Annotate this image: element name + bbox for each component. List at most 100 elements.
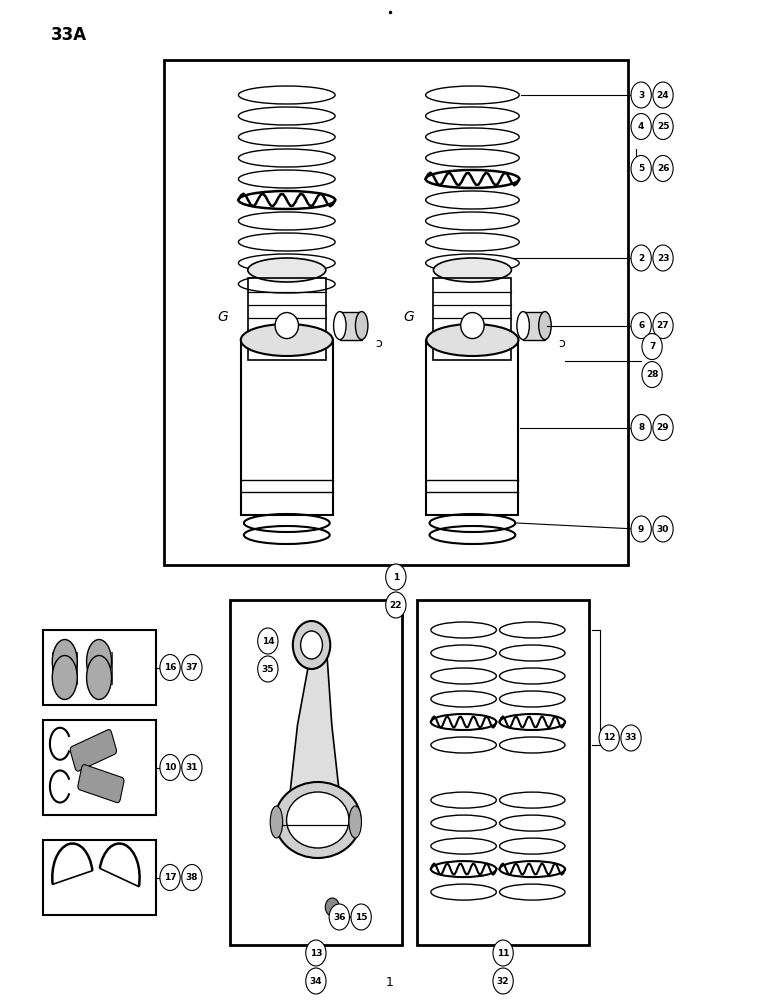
Circle shape — [329, 904, 349, 930]
Circle shape — [653, 156, 673, 182]
FancyBboxPatch shape — [70, 730, 116, 771]
Ellipse shape — [87, 640, 112, 684]
Circle shape — [182, 864, 202, 890]
Bar — [52, 652, 77, 684]
Ellipse shape — [286, 792, 349, 848]
Circle shape — [257, 628, 278, 654]
Ellipse shape — [52, 640, 77, 684]
Text: 3: 3 — [638, 91, 644, 100]
Text: 13: 13 — [310, 948, 322, 958]
Bar — [340, 312, 362, 340]
Circle shape — [257, 656, 278, 682]
Circle shape — [182, 655, 202, 681]
Text: 9: 9 — [638, 524, 644, 533]
Ellipse shape — [270, 806, 282, 838]
Circle shape — [599, 725, 619, 751]
Ellipse shape — [356, 312, 368, 340]
Text: 1: 1 — [386, 976, 394, 988]
Text: 26: 26 — [657, 164, 669, 173]
FancyBboxPatch shape — [78, 765, 124, 803]
Text: 30: 30 — [657, 524, 669, 533]
Circle shape — [631, 516, 651, 542]
Text: 8: 8 — [638, 423, 644, 432]
Circle shape — [631, 245, 651, 271]
Ellipse shape — [292, 621, 330, 669]
Circle shape — [631, 313, 651, 339]
Text: ↄ: ↄ — [375, 337, 382, 350]
Text: 15: 15 — [355, 912, 367, 922]
Ellipse shape — [325, 898, 339, 916]
Circle shape — [631, 82, 651, 108]
Circle shape — [631, 156, 651, 182]
Circle shape — [631, 113, 651, 139]
Bar — [230, 600, 402, 945]
Ellipse shape — [275, 313, 299, 339]
Ellipse shape — [349, 806, 361, 838]
Bar — [43, 840, 156, 915]
Bar — [427, 340, 519, 515]
Circle shape — [493, 968, 513, 994]
Bar — [164, 60, 628, 565]
Ellipse shape — [52, 656, 77, 700]
Circle shape — [160, 655, 180, 681]
Bar — [417, 600, 589, 945]
Bar — [523, 312, 545, 340]
Text: 33: 33 — [625, 734, 637, 742]
Circle shape — [653, 113, 673, 139]
Circle shape — [653, 82, 673, 108]
Circle shape — [621, 725, 641, 751]
Polygon shape — [288, 657, 341, 810]
Text: 37: 37 — [186, 663, 198, 672]
Text: 25: 25 — [657, 122, 669, 131]
Ellipse shape — [300, 631, 322, 659]
Circle shape — [160, 864, 180, 890]
Ellipse shape — [87, 656, 112, 700]
Text: 4: 4 — [638, 122, 644, 131]
Bar — [434, 278, 512, 360]
Text: 27: 27 — [657, 321, 669, 330]
Ellipse shape — [427, 324, 519, 356]
Text: 34: 34 — [310, 976, 322, 986]
Circle shape — [653, 313, 673, 339]
Text: 5: 5 — [638, 164, 644, 173]
Circle shape — [642, 362, 662, 388]
Bar — [43, 720, 156, 815]
Circle shape — [631, 414, 651, 440]
Text: 7: 7 — [649, 342, 655, 351]
Circle shape — [653, 414, 673, 440]
Circle shape — [653, 245, 673, 271]
Bar — [87, 652, 112, 684]
Ellipse shape — [461, 313, 484, 339]
Text: ↄ: ↄ — [558, 337, 566, 350]
Text: 38: 38 — [186, 873, 198, 882]
Ellipse shape — [275, 782, 360, 858]
Text: 11: 11 — [497, 948, 509, 958]
Circle shape — [493, 940, 513, 966]
Bar — [43, 630, 156, 705]
Text: 17: 17 — [164, 873, 176, 882]
Text: 14: 14 — [261, 637, 274, 646]
Ellipse shape — [334, 312, 346, 340]
Text: 23: 23 — [657, 254, 669, 263]
Circle shape — [385, 592, 406, 618]
Text: 33A: 33A — [51, 26, 87, 44]
Text: 10: 10 — [164, 763, 176, 772]
Ellipse shape — [241, 324, 333, 356]
Circle shape — [306, 940, 326, 966]
Text: 29: 29 — [657, 423, 669, 432]
Text: G: G — [218, 310, 229, 324]
Circle shape — [351, 904, 371, 930]
Text: 31: 31 — [186, 763, 198, 772]
Ellipse shape — [539, 312, 551, 340]
Text: 12: 12 — [603, 734, 615, 742]
Text: 32: 32 — [497, 976, 509, 986]
Text: 35: 35 — [261, 665, 274, 674]
Circle shape — [160, 754, 180, 780]
Circle shape — [385, 564, 406, 590]
Text: 16: 16 — [164, 663, 176, 672]
Text: 2: 2 — [638, 254, 644, 263]
Text: 36: 36 — [333, 912, 346, 922]
Text: 6: 6 — [638, 321, 644, 330]
Ellipse shape — [248, 258, 326, 282]
Text: 22: 22 — [389, 600, 402, 610]
